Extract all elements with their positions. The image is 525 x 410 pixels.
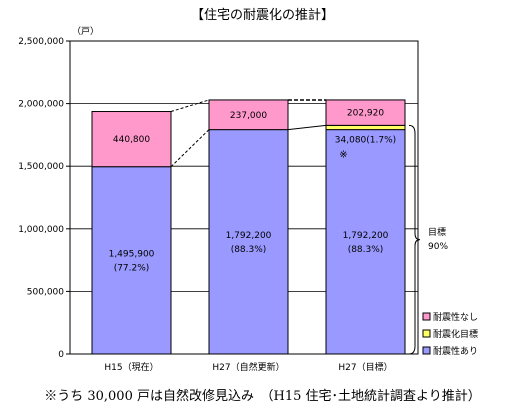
data-label: (77.2%)	[114, 263, 150, 273]
x-tick-label: H27（自然更新）	[212, 361, 284, 373]
x-tick-label: H27（目標）	[338, 361, 392, 373]
y-tick-label: 0	[58, 350, 64, 360]
legend-label: 耐震化目標	[433, 328, 478, 340]
connector-line	[170, 129, 210, 168]
data-label: 237,000	[230, 111, 267, 121]
y-unit-label: （戸）	[72, 26, 99, 37]
legend-swatch	[422, 329, 431, 338]
bar-segment	[91, 166, 172, 355]
data-label: 1,792,200	[343, 231, 389, 241]
legend-swatch	[422, 346, 431, 355]
data-label: 440,800	[113, 135, 150, 145]
legend-label: 耐震性なし	[433, 311, 478, 323]
data-label: (88.3%)	[231, 245, 267, 255]
target-brace	[408, 124, 421, 355]
data-label: 1,495,900	[109, 249, 155, 259]
target-label: 目標	[428, 226, 446, 238]
chart-title: 【住宅の耐震化の推計】	[190, 8, 334, 23]
y-tick-label: 1,000,000	[18, 225, 64, 235]
data-label: (88.3%)	[348, 245, 384, 255]
data-label: 1,792,200	[226, 231, 272, 241]
y-tick-label: 1,500,000	[18, 162, 64, 172]
y-tick-label: 2,500,000	[18, 37, 64, 47]
x-tick-label: H15（現在）	[104, 361, 158, 373]
bar-segment	[325, 99, 406, 126]
bar-segment	[325, 129, 406, 355]
bar-segment	[91, 111, 172, 168]
bar-segment	[325, 124, 406, 131]
y-tick-label: 2,000,000	[18, 100, 64, 110]
target-percent: 90%	[428, 242, 448, 252]
bar-segment	[208, 129, 289, 355]
y-tick-label: 500,000	[27, 287, 64, 297]
data-label: 34,080(1.7%)	[335, 136, 396, 146]
legend-swatch	[422, 312, 431, 321]
connector-line	[170, 99, 210, 113]
connector-line	[287, 124, 327, 131]
data-label: 202,920	[347, 109, 384, 119]
data-label-mark: ※	[339, 150, 347, 161]
footnote: ※うち 30,000 戸は自然改修見込み （H15 住宅･土地統計調査より推計）	[44, 389, 481, 404]
legend-label: 耐震性あり	[433, 345, 478, 357]
bar-segment	[208, 99, 289, 131]
